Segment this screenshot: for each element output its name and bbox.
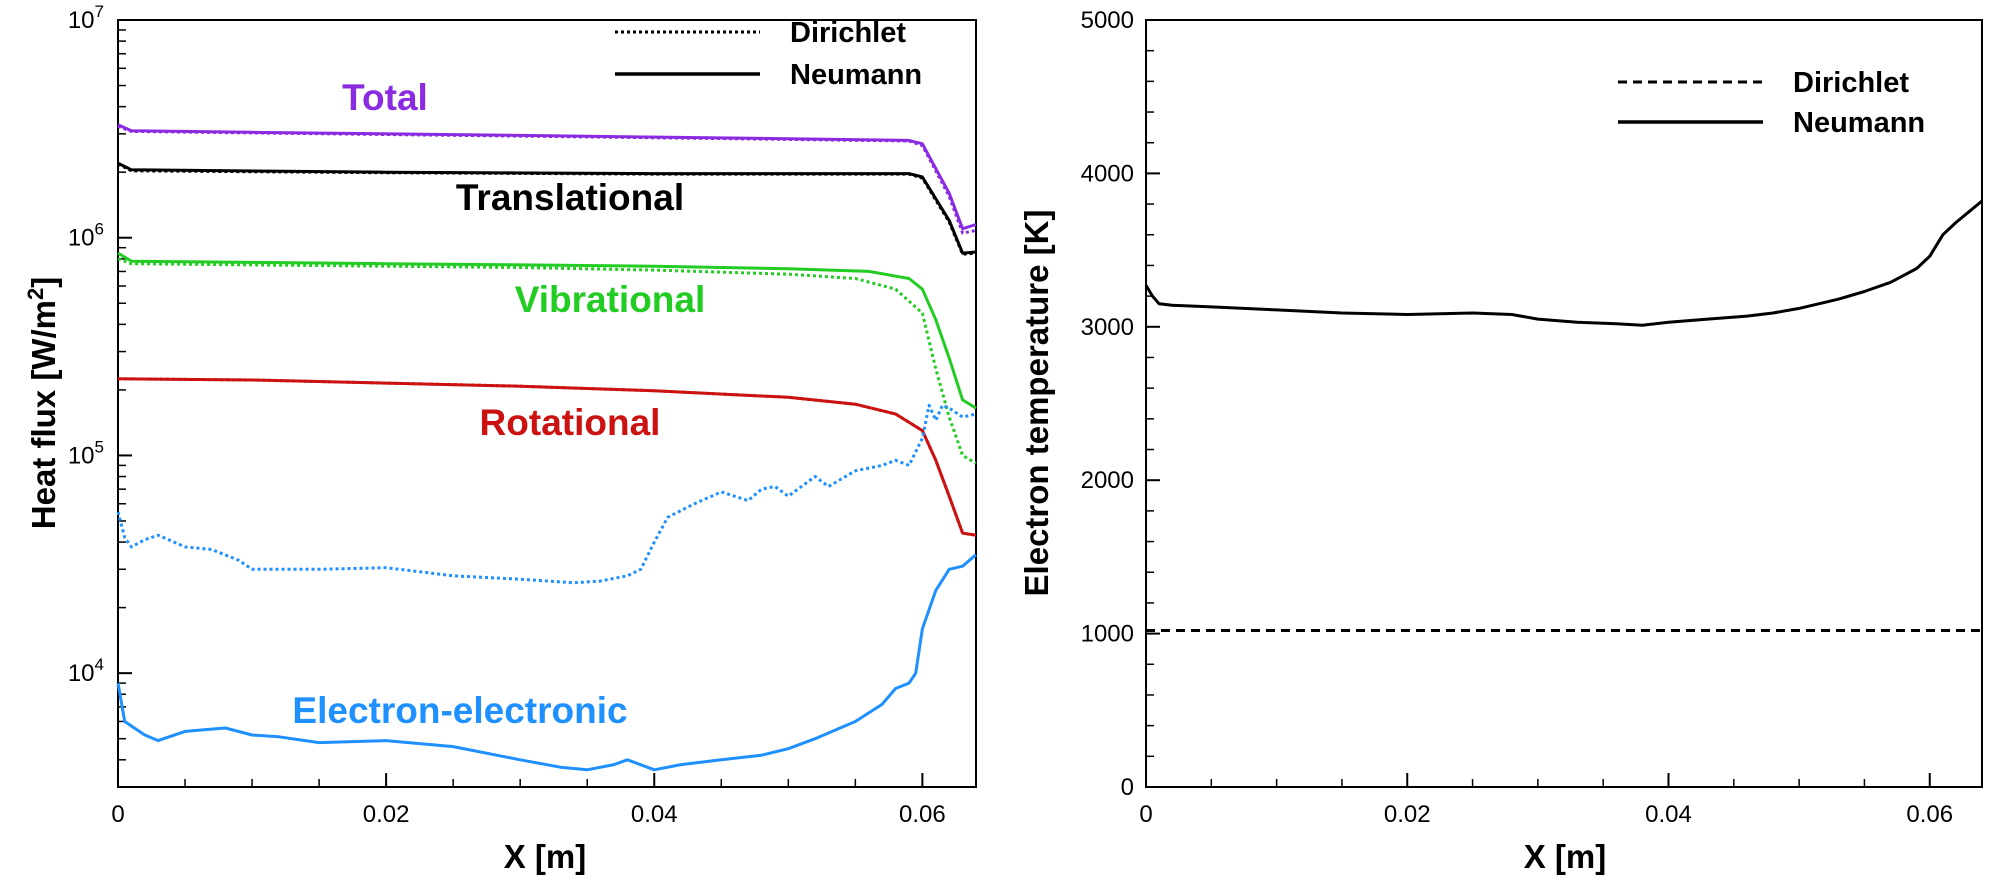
x-tick-label: 0.02 xyxy=(363,801,410,828)
electron-electronic-dirichlet-line xyxy=(116,403,977,585)
x-axis-title: X [m] xyxy=(504,838,587,875)
y-tick-label: 2000 xyxy=(1081,467,1134,494)
legend-label-neumann: Neumann xyxy=(790,59,922,91)
series-label-electron-electronic: Electron-electronic xyxy=(292,690,627,731)
y-tick-label: 106 xyxy=(68,220,104,252)
heat-flux-chart: 0 0.02 0.04 0.06 104 105 106 107 Total Translati… xyxy=(23,2,977,875)
y-tick-label: 0 xyxy=(1121,774,1134,801)
series-label-vibrational: Vibrational xyxy=(515,279,706,320)
x-tick-label: 0 xyxy=(1139,801,1152,828)
x-tick-label: 0 xyxy=(111,801,124,828)
x-axis-title: X [m] xyxy=(1524,838,1607,875)
translational-neumann-line xyxy=(117,161,977,255)
legend: Dirichlet Neumann xyxy=(615,17,922,91)
electron-temperature-chart: 0 0.02 0.04 0.06 0 1000 2000 3000 4000 5000 X [m]… xyxy=(1018,7,1983,875)
plot-frame xyxy=(1145,19,1983,788)
y-tick-label: 5000 xyxy=(1081,7,1134,34)
y-tick-label: 105 xyxy=(68,437,104,469)
x-tick-label: 0.06 xyxy=(1906,801,1953,828)
x-tick-label: 0.06 xyxy=(899,801,946,828)
vibrational-neumann-line xyxy=(117,251,977,410)
legend-label-neumann: Neumann xyxy=(1793,107,1925,139)
y-tick-label: 104 xyxy=(68,655,104,687)
x-tick-label: 0.02 xyxy=(1384,801,1431,828)
y-tick-label: 4000 xyxy=(1081,160,1134,187)
x-tick-label: 0.04 xyxy=(1645,801,1692,828)
plot-frame xyxy=(117,19,977,788)
legend-label-dirichlet: Dirichlet xyxy=(790,17,906,49)
electron-electronic-neumann-line xyxy=(116,553,977,772)
legend-label-dirichlet: Dirichlet xyxy=(1793,67,1909,99)
series-label-translational: Translational xyxy=(456,177,684,218)
total-neumann-line xyxy=(117,123,977,231)
y-tick-label: 107 xyxy=(68,2,104,34)
series-label-rotational: Rotational xyxy=(480,402,661,443)
y-tick-label: 3000 xyxy=(1081,314,1134,341)
y-axis-title: Heat flux [W/m2] xyxy=(23,277,62,529)
rotational-neumann-line xyxy=(117,377,977,537)
neumann-line xyxy=(1144,199,1983,327)
y-axis-title: Electron temperature [K] xyxy=(1018,210,1055,597)
y-tick-label: 1000 xyxy=(1081,621,1134,648)
series-label-total: Total xyxy=(342,77,428,118)
legend: Dirichlet Neumann xyxy=(1618,67,1925,139)
x-tick-label: 0.04 xyxy=(631,801,678,828)
vibrational-dirichlet-line xyxy=(117,257,977,465)
